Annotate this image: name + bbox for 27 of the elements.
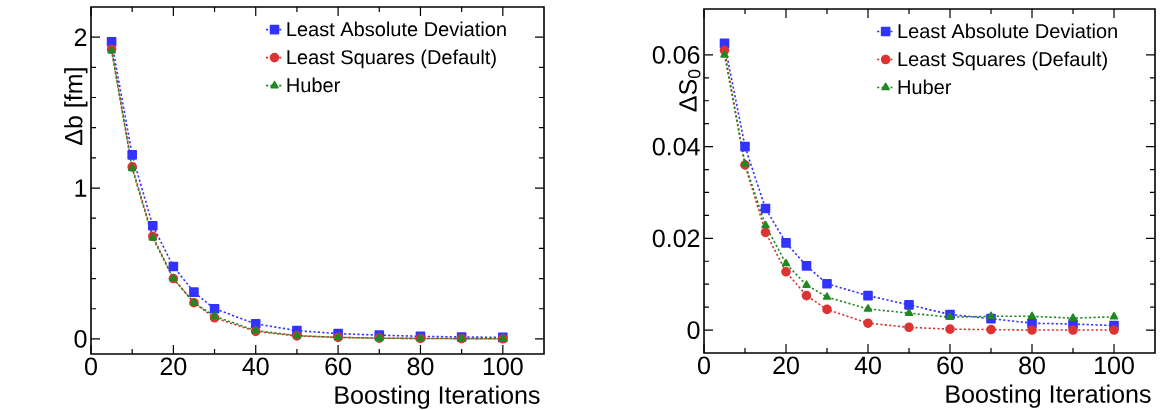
x-axis-title: Boosting Iterations [335,385,540,409]
y-tick-label: 2 [74,28,87,46]
x-tick-label: 80 [407,357,434,376]
x-tick-label: 60 [937,356,963,375]
y-tick-label: 0.02 [652,229,700,248]
x-tick-label: 20 [160,357,187,376]
x-tick-label: 20 [773,356,799,375]
x-tick-label: 40 [854,356,881,375]
legend-label: Least Squares (Default) [898,51,1107,71]
x-tick-label: 100 [483,357,523,376]
y-axis-title: ΔS$_{0}$ [679,69,701,112]
x-tick-label: 60 [325,357,352,376]
x-tick-label: 100 [1095,356,1134,375]
y-tick-label: 0 [74,330,87,348]
x-tick-label: 80 [1019,356,1045,375]
y-tick-label: 0.04 [652,137,700,156]
legend-label: Least Squares (Default) [287,49,496,69]
legend-label: Huber [898,79,952,95]
x-axis-title: Boosting Iterations [946,384,1151,408]
y-axis-title: Δb [fm] [64,68,88,146]
legend-label: Huber [287,77,340,93]
y-tick-label: 0.06 [652,46,700,64]
x-tick-label: 40 [242,357,269,376]
y-tick-label: 1 [75,179,87,197]
y-tick-label: 0 [687,321,700,339]
legend-label: Least Absolute Deviation [898,23,1117,39]
legend-label: Least Absolute Deviation [287,21,506,37]
